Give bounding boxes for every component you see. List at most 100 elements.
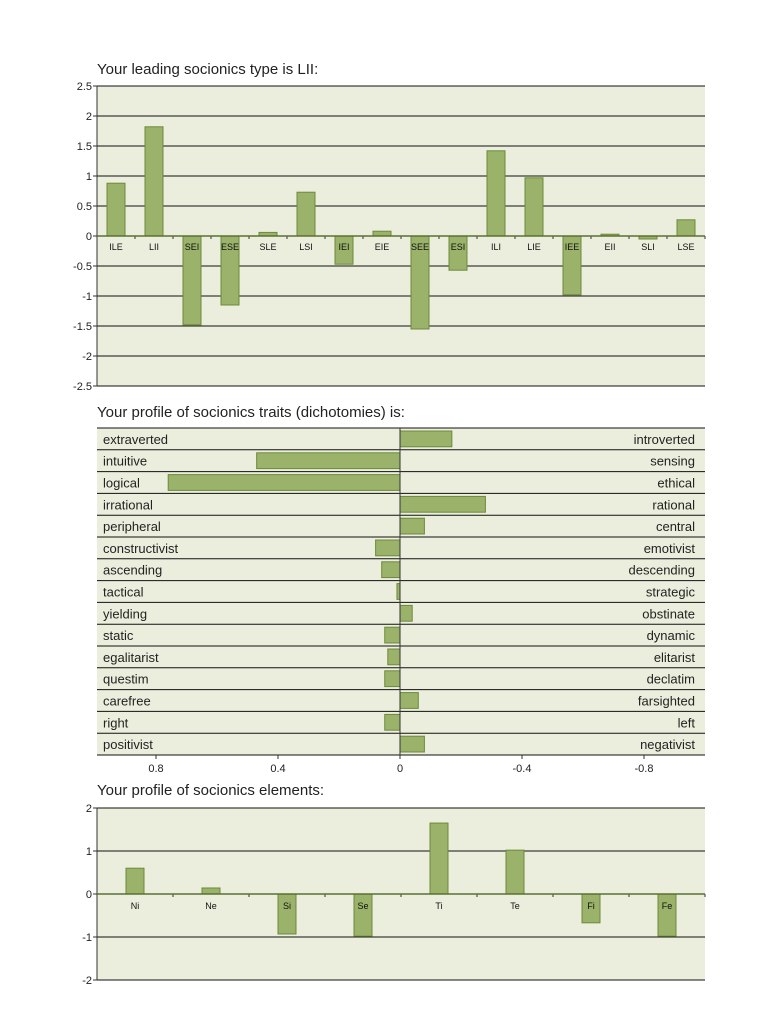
- chart1-ytick-label: 0: [86, 231, 92, 243]
- chart2-bar-positivist: [399, 735, 425, 753]
- chart2-right-label: ethical: [657, 476, 695, 491]
- chart2-left-label: irrational: [103, 497, 153, 512]
- chart1-category-label: SEI: [185, 242, 200, 252]
- chart2-xtick-label: 0: [397, 763, 403, 775]
- chart1-category-label: ESI: [451, 242, 466, 252]
- chart2-xtick-label: 0.8: [148, 763, 163, 775]
- chart3-bar-Te: [505, 849, 525, 895]
- chart2-left-label: constructivist: [103, 541, 179, 556]
- chart2-xtick-label: 0.4: [270, 763, 285, 775]
- chart1-category-label: LSE: [677, 242, 694, 252]
- chart2-left-label: yielding: [103, 606, 147, 621]
- chart1-ytick-label: -2: [82, 351, 92, 363]
- chart2-right-label: left: [678, 715, 696, 730]
- chart2-right-label: declatim: [647, 672, 695, 687]
- chart2-right-label: sensing: [650, 454, 695, 469]
- chart2-left-label: extraverted: [103, 432, 168, 447]
- chart1-ytick-label: -2.5: [73, 381, 92, 393]
- chart2-bar-ascending: [381, 561, 401, 579]
- chart2-left-label: tactical: [103, 585, 144, 600]
- chart1-bar-LSI: [296, 191, 316, 237]
- chart2-bar-logical: [167, 474, 401, 491]
- chart3-category-label: Si: [283, 901, 291, 911]
- chart2-right-label: introverted: [634, 432, 695, 447]
- chart2-right-label: elitarist: [654, 650, 696, 665]
- chart1-ytick-label: 0.5: [77, 201, 92, 213]
- chart2-left-label: static: [103, 628, 134, 643]
- chart1-bar-LII: [144, 126, 164, 237]
- chart1-category-label: EIE: [375, 242, 390, 252]
- chart2-right-label: descending: [629, 563, 696, 578]
- chart1-ytick-label: 1.5: [77, 141, 92, 153]
- chart2-right-label: rational: [652, 497, 695, 512]
- chart2-title: Your profile of socionics traits (dichot…: [97, 404, 405, 421]
- chart3-category-label: Ni: [131, 901, 140, 911]
- chart2-left-label: egalitarist: [103, 650, 159, 665]
- chart2-bar-constructivist: [375, 539, 401, 557]
- chart2-right-label: dynamic: [647, 628, 696, 643]
- chart1-bar-ILI: [486, 150, 506, 237]
- chart1-category-label: ILE: [109, 242, 123, 252]
- chart3-category-label: Ne: [205, 901, 217, 911]
- chart1-category-label: LIE: [527, 242, 541, 252]
- chart2-right-label: negativist: [640, 737, 695, 752]
- chart1-category-label: SEE: [411, 242, 429, 252]
- chart1-title: Your leading socionics type is LII:: [97, 61, 319, 78]
- chart1-ytick-label: 1: [86, 171, 92, 183]
- chart3-ytick-label: -2: [82, 975, 92, 987]
- chart3-category-label: Ti: [435, 901, 442, 911]
- chart1-category-label: SLI: [641, 242, 655, 252]
- chart3-bar-Ni: [125, 867, 145, 895]
- chart3-bar-Ne: [201, 887, 221, 895]
- chart1-category-label: SLE: [259, 242, 276, 252]
- chart2-bar-carefree: [399, 692, 419, 709]
- chart2-bar-extraverted: [399, 430, 453, 448]
- chart3-ytick-label: 2: [86, 803, 92, 815]
- chart3-bar-Ti: [429, 822, 449, 895]
- chart2-left-label: ascending: [103, 563, 162, 578]
- chart2-left-label: questim: [103, 672, 149, 687]
- chart2-right-label: strategic: [646, 585, 696, 600]
- chart2-right-label: central: [656, 519, 695, 534]
- chart2-left-label: peripheral: [103, 519, 161, 534]
- chart1-category-label: ILI: [491, 242, 501, 252]
- chart2-bar-static: [384, 626, 401, 644]
- chart3-bar-Si: [277, 893, 297, 935]
- chart2-bar-intuitive: [256, 452, 401, 470]
- chart3-ytick-label: 0: [86, 889, 92, 901]
- chart2-left-label: logical: [103, 476, 140, 491]
- chart1-ytick-label: 2: [86, 111, 92, 123]
- chart2-xtick-label: -0.8: [635, 763, 654, 775]
- chart2-xtick-label: -0.4: [513, 763, 532, 775]
- chart2-bar-egalitarist: [387, 648, 401, 666]
- chart3-ytick-label: 1: [86, 846, 92, 858]
- chart3-ytick-label: -1: [82, 932, 92, 944]
- chart2-left-label: carefree: [103, 694, 151, 709]
- chart1-ytick-label: -1.5: [73, 321, 92, 333]
- chart2-left-label: positivist: [103, 737, 153, 752]
- chart1-category-label: IEI: [338, 242, 349, 252]
- chart1-category-label: ESE: [221, 242, 239, 252]
- chart1-ytick-label: 2.5: [77, 81, 92, 93]
- chart2-left-label: intuitive: [103, 454, 147, 469]
- chart2-bar-questim: [384, 670, 401, 688]
- chart3-category-label: Se: [357, 901, 368, 911]
- chart1-category-label: IEE: [565, 242, 580, 252]
- chart1-ytick-label: -0.5: [73, 261, 92, 273]
- chart1-category-label: EII: [604, 242, 615, 252]
- chart2-bar-irrational: [399, 495, 486, 513]
- chart1-ytick-label: -1: [82, 291, 92, 303]
- chart2-bar-right: [384, 713, 401, 731]
- chart2-bar-yielding: [399, 604, 413, 622]
- chart1-bar-LSE: [676, 219, 696, 237]
- chart3-title: Your profile of socionics elements:: [97, 782, 325, 799]
- chart3-category-label: Fe: [662, 901, 673, 911]
- chart1-category-label: LII: [149, 242, 159, 252]
- chart3-category-label: Fi: [587, 901, 595, 911]
- chart2-bar-peripheral: [399, 517, 425, 535]
- chart1-bar-ILE: [106, 182, 126, 237]
- chart2-right-label: farsighted: [638, 694, 695, 709]
- chart2-right-label: obstinate: [642, 606, 695, 621]
- chart1-category-label: LSI: [299, 242, 313, 252]
- chart2-right-label: emotivist: [644, 541, 696, 556]
